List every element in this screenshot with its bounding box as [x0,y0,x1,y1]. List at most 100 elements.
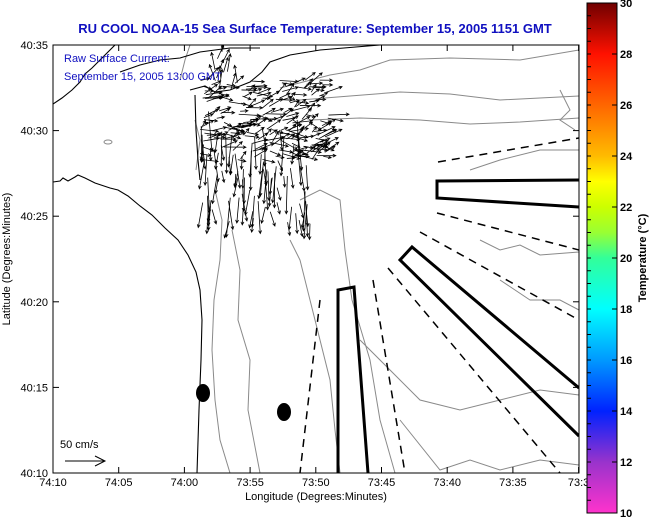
current-arrow [241,179,246,212]
current-arrow [303,78,314,89]
current-arrow [312,85,326,90]
current-arrow [208,63,216,81]
current-arrow [322,83,334,87]
current-arrow [262,169,268,205]
current-arrow [327,117,344,123]
y-axis-label: Latitude (Degrees:Minutes) [1,193,13,326]
current-arrow [219,68,224,89]
x-tick-label: 73:45 [368,477,396,489]
current-arrow [319,91,329,97]
map-title: RU COOL NOAA-15 Sea Surface Temperature:… [78,21,552,36]
current-arrow [304,81,313,89]
current-arrow [290,93,308,97]
current-arrow [234,123,253,128]
current-arrow [226,134,233,168]
current-arrow [221,140,238,148]
current-arrow [281,82,294,86]
current-arrow [310,83,317,93]
current-arrow [262,107,276,116]
current-arrow [223,145,247,150]
current-arrow [313,132,321,137]
current-arrow [257,167,264,200]
x-axis-ticks: 74:10 74:05 74:00 73:55 73:50 73:45 73:40 73:35… [39,45,589,489]
current-arrow [248,211,254,229]
current-arrow [220,145,226,162]
colorbar-label: Temperature (°C) [637,213,649,302]
current-arrow [276,202,281,215]
current-arrow [275,98,294,102]
current-arrow [203,118,219,123]
x-tick-label: 73:3 [568,477,589,489]
current-arrow [305,201,310,238]
annotation-line2: September 15, 2005 13:00 GMT [64,71,222,83]
current-arrow [282,176,287,188]
colorbar-tick-label: 12 [620,457,632,469]
current-arrow [286,123,303,131]
buoy-marker [196,384,210,402]
current-arrow [297,151,303,187]
current-arrow [284,107,293,113]
current-arrow [315,138,329,143]
x-axis-label: Longitude (Degrees:Minutes) [245,491,387,503]
current-arrow [295,213,299,235]
current-arrow [261,98,274,109]
current-arrow [198,160,205,190]
current-arrow [292,116,311,126]
current-arrow [311,143,324,153]
current-arrow [294,99,300,108]
x-tick-label: 73:50 [302,477,330,489]
current-arrow [271,166,277,204]
current-arrow [238,113,261,118]
current-arrow [301,107,312,120]
current-arrow [221,170,226,184]
current-arrow [247,99,266,108]
current-arrow [224,197,231,238]
current-arrow [276,187,282,201]
current-arrow [223,122,233,127]
current-arrow [256,91,272,97]
y-tick-label: 40:30 [20,126,48,138]
current-arrow [203,154,208,187]
current-arrow [318,143,329,149]
current-arrow [253,83,268,88]
bathymetry-contours [103,45,579,473]
current-arrow [211,209,218,225]
current-arrow [296,119,301,154]
y-tick-label: 40:15 [20,382,48,394]
current-arrow [293,146,309,152]
current-arrow [262,137,267,167]
current-arrow [257,114,273,122]
sampling-boxes [336,178,579,473]
current-arrow [267,171,271,202]
current-arrow [279,92,291,99]
current-arrow [318,97,327,102]
current-arrow [319,126,336,135]
current-arrow [200,128,220,133]
current-arrow [224,135,229,174]
current-arrow [254,136,258,171]
sampling-box-south [336,285,370,473]
x-tick-label: 74:05 [105,477,133,489]
current-arrow [204,95,224,100]
colorbar-tick-label: 30 [620,0,632,10]
current-arrow [270,107,285,113]
current-arrow [266,112,288,117]
current-arrow [276,82,287,95]
current-arrow [257,118,267,125]
current-arrow [260,206,266,224]
current-arrow [258,154,263,175]
current-arrow [324,145,336,153]
current-arrow [277,160,283,172]
current-arrow [223,56,229,73]
current-arrow [317,122,332,131]
current-arrow [204,89,215,93]
current-arrow [203,86,213,91]
current-arrow [324,128,343,138]
current-arrow [296,154,319,161]
y-tick-label: 40:35 [20,40,48,52]
current-arrow [241,88,258,93]
colorbar-ticks: 10 12 14 16 18 20 22 24 26 28 30 [587,0,633,518]
sampling-box-north [435,178,579,209]
current-arrow [289,127,309,132]
current-arrow [206,206,211,231]
